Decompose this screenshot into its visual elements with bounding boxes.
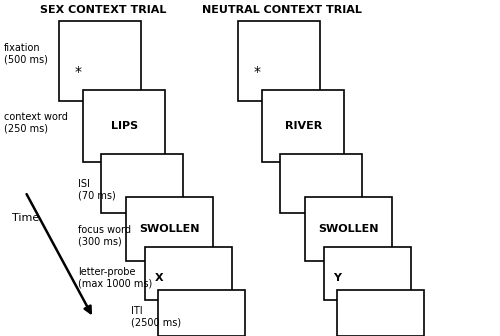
Text: letter-probe
(max 1000 ms): letter-probe (max 1000 ms) <box>78 267 152 288</box>
FancyBboxPatch shape <box>158 290 245 336</box>
FancyBboxPatch shape <box>304 197 392 260</box>
Text: RIVER: RIVER <box>285 121 323 131</box>
FancyBboxPatch shape <box>58 21 140 101</box>
FancyBboxPatch shape <box>144 247 232 300</box>
Text: focus word
(300 ms): focus word (300 ms) <box>78 225 132 247</box>
Text: context word
(250 ms): context word (250 ms) <box>4 112 68 134</box>
FancyBboxPatch shape <box>337 290 424 336</box>
Text: SWOLLEN: SWOLLEN <box>139 224 200 234</box>
FancyBboxPatch shape <box>280 154 362 213</box>
Text: ISI
(70 ms): ISI (70 ms) <box>78 179 116 201</box>
Text: Time: Time <box>12 213 40 223</box>
FancyBboxPatch shape <box>324 247 410 300</box>
FancyBboxPatch shape <box>238 21 320 101</box>
Text: fixation
(500 ms): fixation (500 ms) <box>4 43 48 65</box>
Text: *: * <box>75 65 82 79</box>
Text: ITI
(2500 ms): ITI (2500 ms) <box>130 305 181 327</box>
FancyBboxPatch shape <box>262 90 344 162</box>
FancyBboxPatch shape <box>126 197 212 260</box>
Text: X: X <box>154 272 163 283</box>
Text: Y: Y <box>334 272 342 283</box>
FancyBboxPatch shape <box>101 154 183 213</box>
Text: LIPS: LIPS <box>111 121 138 131</box>
Text: *: * <box>254 65 261 79</box>
Text: SWOLLEN: SWOLLEN <box>318 224 378 234</box>
Text: SEX CONTEXT TRIAL: SEX CONTEXT TRIAL <box>40 5 166 14</box>
FancyBboxPatch shape <box>84 90 166 162</box>
Text: NEUTRAL CONTEXT TRIAL: NEUTRAL CONTEXT TRIAL <box>202 5 362 14</box>
